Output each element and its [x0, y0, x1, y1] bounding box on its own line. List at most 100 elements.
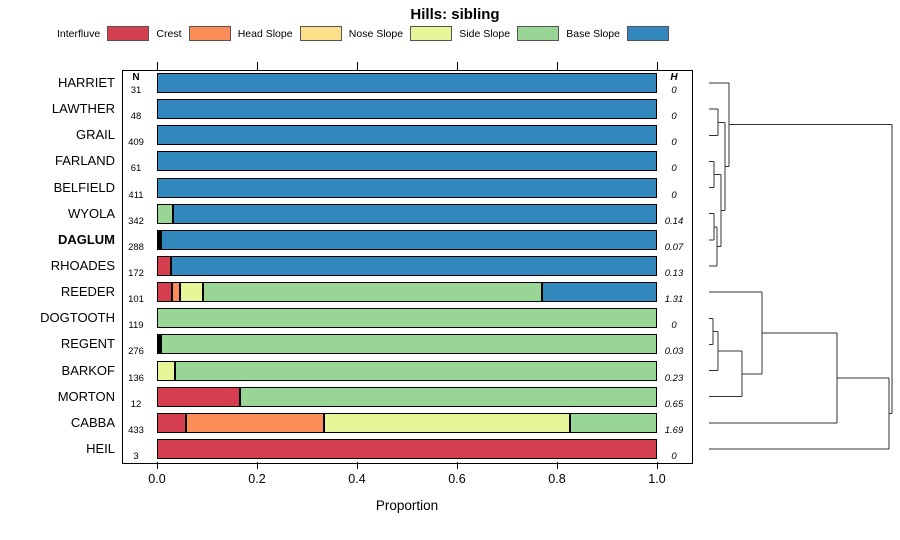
row-label-belfield: BELFIELD	[53, 179, 115, 195]
n-value: 3	[133, 450, 139, 462]
n-value: 31	[130, 85, 142, 97]
legend: Interfluve Crest Head Slope Nose Slope Side …	[57, 26, 669, 41]
row-label-grail: GRAIL	[75, 127, 115, 143]
bar-segment-interfluve	[157, 438, 657, 459]
legend-label: Crest	[156, 27, 182, 40]
x-axis-tick-label: 0.0	[148, 472, 166, 486]
bar-segment-base-slope	[161, 229, 657, 250]
h-column-header: H	[670, 72, 678, 83]
row-label-morton: MORTON	[57, 388, 115, 404]
bar-segment-interfluve	[157, 282, 172, 303]
bar-segment-interfluve	[157, 256, 171, 276]
bar-row-daglum	[157, 229, 657, 250]
row-label-dogtooth: DOGTOOTH	[40, 310, 115, 326]
bar-segment-base-slope	[157, 151, 657, 172]
row-label-heil: HEIL	[86, 440, 115, 456]
legend-item-interfluve: Interfluve	[57, 26, 150, 41]
x-axis-tick-label: 0.2	[248, 472, 266, 486]
n-value: 136	[128, 372, 144, 384]
legend-swatch-icon	[517, 26, 560, 41]
bar-segment-side-slope	[160, 334, 657, 355]
x-axis-top-tick	[557, 62, 558, 70]
bar-segment-base-slope	[171, 256, 657, 276]
row-label-daglum: DAGLUM	[57, 231, 115, 247]
h-value: 0.13	[664, 268, 684, 279]
n-value: 409	[128, 137, 144, 149]
legend-swatch-icon	[107, 26, 150, 41]
x-axis-top-tick	[357, 62, 358, 70]
x-axis-tick-label: 0.6	[448, 472, 466, 486]
x-axis-tick-label: 0.8	[548, 472, 566, 486]
bar-row-grail	[157, 125, 657, 146]
legend-label: Nose Slope	[348, 27, 404, 40]
bar-segment-side-slope	[239, 386, 657, 407]
bar-segment-crest	[172, 282, 180, 303]
x-axis-tick	[257, 462, 258, 469]
n-value: 101	[128, 294, 144, 306]
h-value: 0	[671, 163, 677, 175]
x-axis-top-tick	[457, 62, 458, 70]
bar-segment-base-slope	[157, 73, 657, 94]
x-axis-tick	[457, 462, 458, 469]
legend-swatch-icon	[410, 26, 453, 41]
row-label-barkof: BARKOF	[61, 362, 115, 378]
row-label-cabba: CABBA	[70, 414, 115, 430]
legend-item-crest: Crest	[156, 26, 231, 41]
legend-label: Side Slope	[459, 27, 511, 40]
bar-segment-side-slope	[175, 360, 657, 381]
legend-label: Interfluve	[57, 27, 101, 40]
h-value: 0	[671, 137, 677, 149]
row-label-regent: REGENT	[60, 336, 115, 352]
n-column-header: N	[132, 72, 140, 83]
bar-segment-nose-slope	[323, 412, 570, 433]
bar-segment-side-slope	[202, 282, 542, 303]
bar-row-barkof	[157, 360, 657, 381]
bar-segment-side-slope	[157, 203, 173, 224]
bar-segment-interfluve	[157, 412, 186, 433]
legend-swatch-icon	[188, 26, 231, 41]
x-axis-tick-label: 1.0	[648, 472, 666, 486]
bar-segment-base-slope	[542, 282, 657, 303]
legend-item-head-slope: Head Slope	[238, 26, 342, 41]
n-value: 288	[128, 241, 144, 253]
bar-segment-nose-slope	[157, 360, 176, 381]
bar-segment-base-slope	[157, 177, 657, 198]
bar-row-wyola	[157, 203, 657, 224]
n-value: 119	[128, 320, 144, 332]
legend-item-nose-slope: Nose Slope	[348, 26, 453, 41]
row-label-wyola: WYOLA	[68, 205, 115, 221]
n-value: 172	[128, 268, 144, 279]
h-value: 0.14	[664, 215, 684, 227]
row-label-reeder: REEDER	[60, 284, 115, 300]
bar-row-belfield	[157, 177, 657, 198]
legend-swatch-icon	[627, 26, 669, 41]
legend-item-side-slope: Side Slope	[459, 26, 560, 41]
bar-row-harriet	[157, 73, 657, 94]
h-value: 0	[671, 320, 677, 332]
bar-segment-side-slope	[569, 412, 657, 433]
bar-row-farland	[157, 151, 657, 172]
n-value: 276	[128, 346, 144, 358]
bar-row-heil	[157, 438, 657, 459]
bar-row-morton	[157, 386, 657, 407]
x-axis-tick-label: 0.4	[348, 472, 366, 486]
plot-box-border	[122, 70, 693, 464]
bar-segment-thin	[157, 334, 161, 355]
bar-segment-side-slope	[157, 308, 657, 329]
bar-segment-crest	[185, 412, 324, 433]
bar-row-reeder	[157, 282, 657, 303]
bar-segment-base-slope	[173, 203, 657, 224]
n-value: 48	[130, 111, 142, 123]
chart-title: Hills: sibling	[410, 6, 500, 23]
h-value: 0	[671, 111, 677, 123]
h-value: 1.31	[664, 294, 684, 306]
row-label-lawther: LAWTHER	[51, 101, 115, 117]
x-axis-top-tick	[257, 62, 258, 70]
h-value: 1.69	[664, 424, 684, 436]
n-value: 12	[130, 398, 142, 410]
n-value: 342	[128, 215, 144, 227]
bar-segment-interfluve	[157, 386, 240, 407]
bar-row-lawther	[157, 99, 657, 120]
